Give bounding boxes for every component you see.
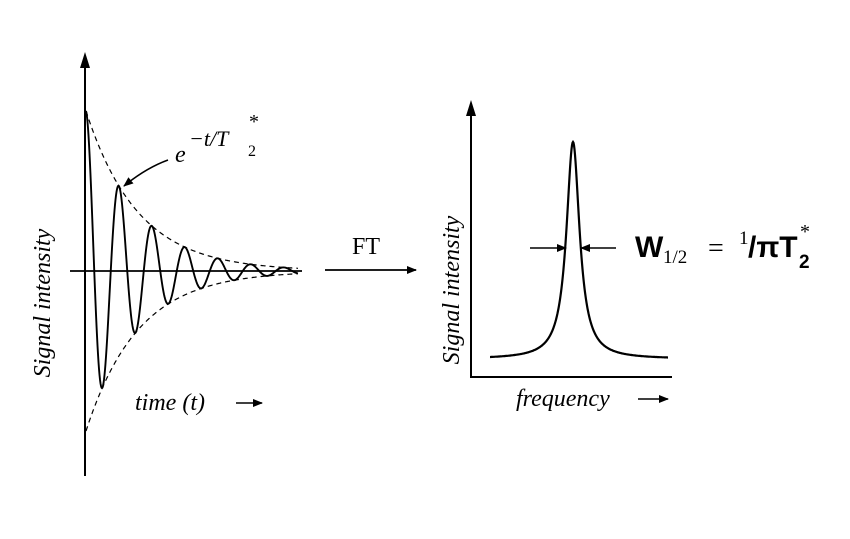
linewidth-lhs-sub: 1/2: [663, 247, 687, 268]
linewidth-rhs-sub: 2: [799, 252, 810, 273]
linewidth-equals: =: [708, 233, 724, 264]
envelope-pointer: [123, 159, 169, 187]
envelope-base: e: [175, 142, 186, 168]
linewidth-equation: W 1/2 = 1 /πT 2 *: [635, 221, 814, 273]
linewidth-rhs-num: 1: [739, 228, 749, 249]
ft-label: FT: [352, 234, 380, 260]
envelope-exponent: −t/T: [189, 126, 230, 151]
linewidth-rhs-sup: *: [800, 221, 810, 243]
fid-y-label: Signal intensity: [30, 228, 56, 377]
fid-y-axis-arrowhead: [80, 52, 90, 68]
lorentzian-peak: [490, 139, 668, 359]
fid-envelope-upper: [85, 110, 298, 269]
fid-panel: Signal intensity time (t) e −t/T 2 *: [30, 52, 302, 476]
envelope-equation: e −t/T 2 *: [175, 111, 262, 168]
fid-decay-curve: [85, 110, 299, 390]
fid-x-label: time (t): [135, 390, 205, 416]
envelope-sup: *: [249, 111, 259, 133]
fid-envelope-lower: [85, 273, 298, 432]
spectrum-panel: Signal intensity frequency W 1/2 = 1 /πT…: [439, 100, 814, 412]
spectrum-y-axis-arrowhead: [466, 100, 476, 116]
spectrum-x-label: frequency: [516, 386, 610, 412]
spectrum-y-label: Signal intensity: [439, 215, 465, 364]
linewidth-rhs-den: /πT: [748, 231, 798, 264]
linewidth-lhs: W: [635, 231, 664, 264]
ft-transform: FT: [325, 234, 417, 274]
envelope-sub: 2: [248, 143, 256, 160]
